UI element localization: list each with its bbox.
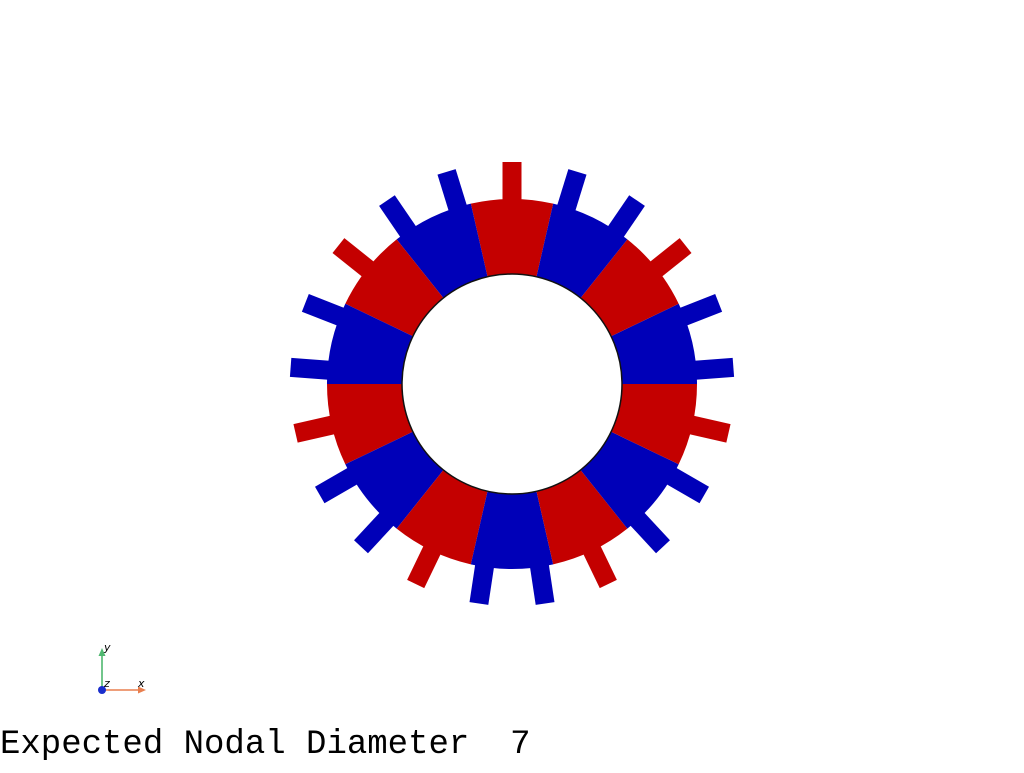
blade <box>301 294 351 329</box>
disk-sector <box>470 199 554 277</box>
blade <box>687 357 735 381</box>
hub-hole <box>401 273 623 495</box>
blade <box>379 195 421 244</box>
disk-sector <box>396 470 488 565</box>
blade <box>625 507 670 554</box>
blade <box>673 294 723 329</box>
disk-sector <box>536 470 628 565</box>
disk-sector <box>327 384 413 465</box>
x-axis-label: x <box>137 677 145 690</box>
blade <box>407 539 444 589</box>
disk-sector <box>327 303 413 384</box>
blade <box>289 357 337 381</box>
disk-sector <box>345 239 444 337</box>
bladed-disk <box>289 162 735 605</box>
blade <box>354 507 399 554</box>
blade <box>293 414 342 443</box>
disk-sector <box>580 431 679 529</box>
blade <box>580 539 617 589</box>
z-axis-dot <box>98 686 106 694</box>
disk-sector <box>470 491 554 569</box>
blade <box>528 557 555 605</box>
nodal-diameter-caption: Expected Nodal Diameter 7 <box>0 726 531 764</box>
y-axis-arrow <box>98 648 106 656</box>
disk-sector <box>611 303 697 384</box>
x-axis-arrow <box>138 686 146 694</box>
blade <box>682 414 731 443</box>
blade <box>332 238 380 282</box>
disk-sector <box>396 203 488 298</box>
blade <box>437 169 469 218</box>
disk-sector <box>580 239 679 337</box>
blade <box>502 162 522 207</box>
z-axis-label: z <box>103 677 110 690</box>
disk-sector <box>611 384 697 465</box>
blade <box>469 557 496 605</box>
blade <box>660 464 710 504</box>
disk-sector <box>345 431 444 529</box>
y-axis-label: y <box>103 641 111 654</box>
blade <box>555 169 587 218</box>
disk-sector <box>536 203 628 298</box>
axes-triad: x y z <box>98 641 146 694</box>
blade <box>314 464 364 504</box>
blade <box>644 238 692 282</box>
blade <box>603 195 645 244</box>
